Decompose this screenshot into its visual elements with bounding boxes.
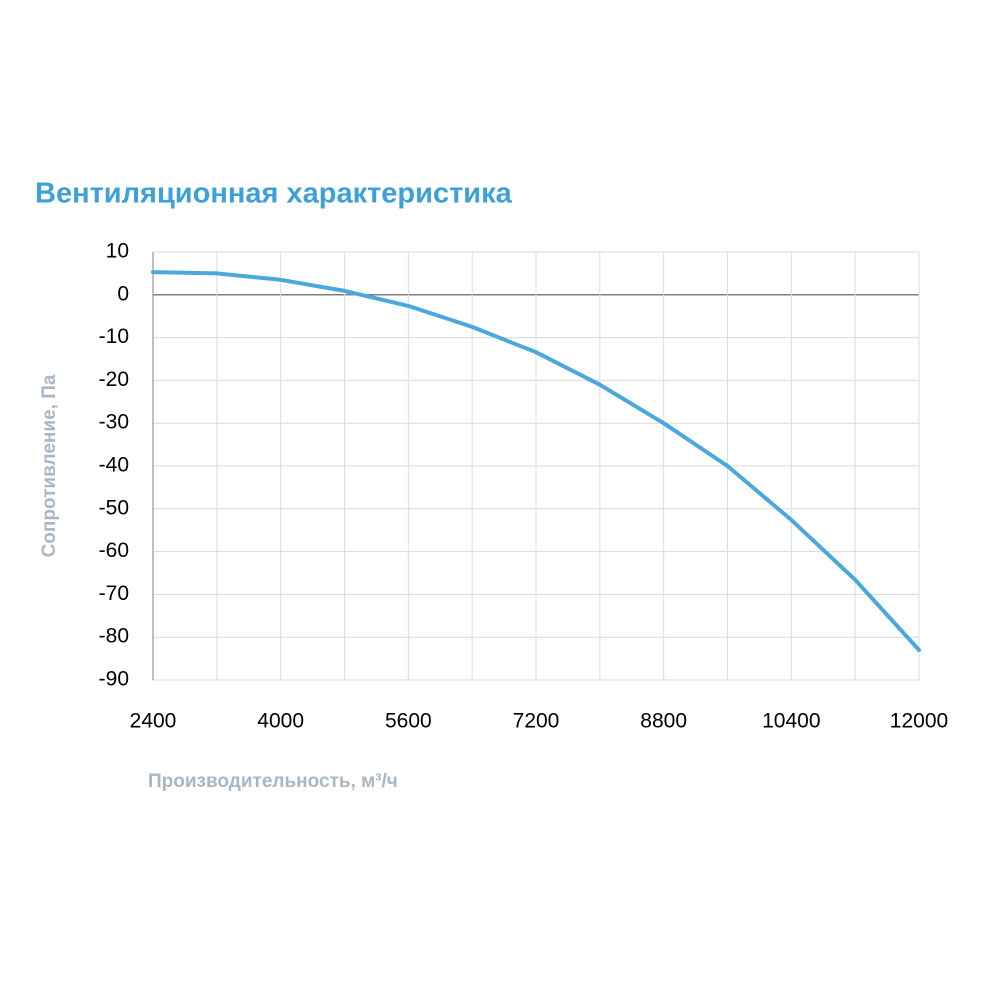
y-tick-label: -40	[99, 454, 129, 477]
y-tick-label: -20	[99, 368, 129, 391]
chart-title: Вентиляционная характеристика	[35, 178, 513, 210]
x-tick-label: 12000	[890, 710, 948, 733]
y-tick-label: -30	[99, 411, 129, 434]
y-tick-label: -60	[99, 539, 129, 562]
y-tick-label: -50	[99, 496, 129, 519]
y-tick-label: -90	[99, 668, 129, 691]
y-axis-label: Сопротивление, Па	[39, 374, 60, 557]
y-tick-label: -10	[99, 325, 129, 348]
y-tick-label: -80	[99, 625, 129, 648]
x-tick-label: 10400	[762, 710, 820, 733]
x-tick-label: 2400	[130, 710, 177, 733]
x-tick-label: 7200	[513, 710, 560, 733]
x-tick-label: 8800	[640, 710, 687, 733]
y-tick-label: -70	[99, 582, 129, 605]
line-series	[151, 270, 921, 652]
y-tick-label: 0	[117, 282, 129, 305]
y-tick-label: 10	[106, 240, 129, 263]
x-axis-label: Производительность, м³/ч	[148, 771, 398, 792]
x-tick-label: 5600	[385, 710, 432, 733]
x-tick-label: 4000	[257, 710, 304, 733]
